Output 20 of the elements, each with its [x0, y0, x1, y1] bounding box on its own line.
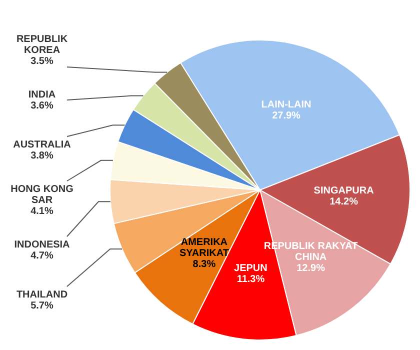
data-label: 12.9% — [296, 262, 326, 274]
data-label: 8.3% — [192, 258, 216, 270]
data-label: 14.2% — [330, 196, 358, 207]
data-label: 11.3% — [236, 273, 265, 284]
slice-label: JEPUN — [234, 262, 268, 274]
slice-label: INDIA — [28, 89, 56, 100]
data-label: 4.1% — [30, 206, 54, 216]
data-label: 4.7% — [30, 250, 54, 261]
slice-label: SINGAPURA — [314, 184, 374, 196]
slice-label: HONG KONG SAR — [10, 184, 74, 206]
slice-label: LAIN-LAIN — [261, 99, 312, 110]
data-label: 5.7% — [30, 300, 54, 311]
slice-label: THAILAND — [16, 289, 68, 300]
slice-label: INDONESIA — [14, 239, 70, 250]
data-label: 3.6% — [30, 100, 54, 111]
data-label: 3.8% — [30, 150, 54, 161]
data-label: 3.5% — [30, 56, 54, 66]
slice-label: REPUBLIK KOREA — [16, 34, 68, 56]
data-label: 27.9% — [272, 110, 301, 122]
slice-label: AUSTRALIA — [13, 139, 71, 150]
